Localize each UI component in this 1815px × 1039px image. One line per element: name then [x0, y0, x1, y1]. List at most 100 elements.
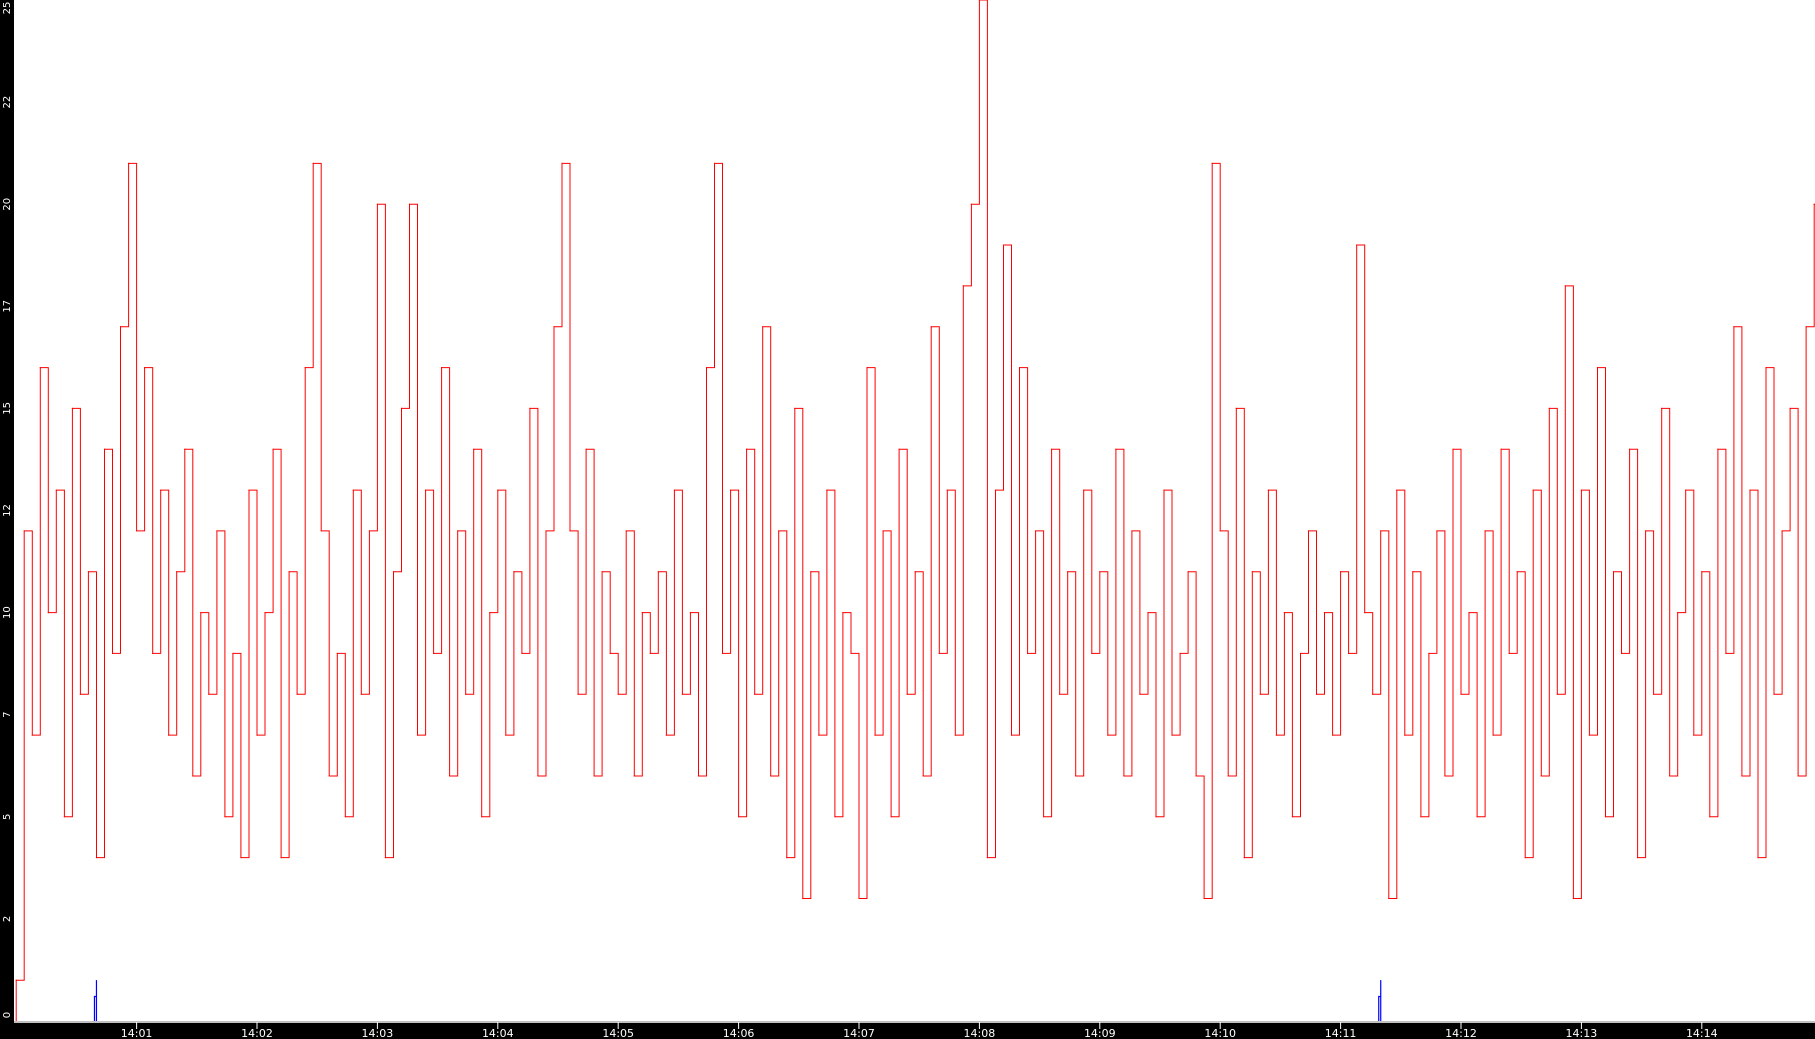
series-red-point [1034, 530, 1037, 532]
series-red-point [657, 571, 659, 573]
series-red-point [1187, 571, 1189, 573]
series-red-point [513, 571, 515, 573]
x-tick-label: 14:04 [482, 1027, 514, 1039]
x-tick-label: 14:09 [1084, 1027, 1116, 1039]
series-red-point [1340, 571, 1342, 573]
series-red-point [689, 612, 692, 614]
series-red-point [802, 897, 804, 900]
series-red-point [1203, 897, 1205, 900]
series-red-point [794, 407, 796, 409]
series-red-point [1725, 652, 1727, 655]
series-red-point [312, 162, 314, 164]
series-red-point [1444, 775, 1446, 777]
series-red-point [1275, 734, 1277, 736]
series-red-point [1757, 857, 1759, 859]
series-red-point [1484, 530, 1486, 532]
series-red-point [384, 857, 387, 859]
series-red-point [1596, 366, 1599, 369]
series-red-point [649, 652, 651, 655]
series-red-point [1789, 407, 1791, 409]
series-blue-spike [1378, 980, 1382, 1021]
series-red-point [416, 734, 419, 736]
series-red-point [593, 775, 595, 777]
series-red-point [1396, 489, 1398, 491]
series-red-point [585, 448, 587, 450]
series-red-point [400, 407, 403, 409]
series-red-point [103, 448, 106, 450]
series-blue-spike [93, 980, 98, 1021]
series-red-point [1420, 816, 1422, 818]
series-red-point [874, 734, 876, 736]
series-red-point [625, 530, 627, 532]
series-red-point [850, 652, 852, 655]
series-red-point [1717, 448, 1719, 450]
series-red-point [858, 897, 860, 900]
series-red-point [842, 612, 844, 614]
series-red-point [1356, 244, 1358, 246]
series-red-point [392, 571, 395, 573]
series-red-point [1805, 326, 1807, 328]
x-tick-label: 14:02 [241, 1027, 273, 1039]
series-red-point [1139, 693, 1141, 695]
series-red-point [1107, 734, 1109, 736]
series-red-point [1267, 489, 1269, 491]
series-red-point [39, 366, 41, 369]
series-red-point [1147, 612, 1149, 614]
series-red-point [665, 734, 667, 736]
x-tick-label: 14:05 [602, 1027, 634, 1039]
series-red-point [136, 530, 138, 532]
series-red-point [71, 407, 73, 409]
y-tick-label: 7 [2, 712, 13, 718]
series-red-point [1677, 612, 1679, 614]
series-red-point [489, 612, 491, 614]
series-red-point [818, 734, 820, 736]
series-red-point [1163, 489, 1165, 491]
series-red-point [264, 612, 266, 614]
series-red-point [176, 571, 178, 573]
series-red-point [200, 612, 202, 614]
series-red-point [1476, 816, 1478, 818]
series-red-point [288, 571, 290, 573]
series-red-point [360, 693, 362, 695]
series-red-point [1532, 489, 1534, 491]
series-red-point [617, 693, 619, 695]
series-red-point [882, 530, 884, 532]
series-red-point [1123, 775, 1125, 777]
series-red-point [1307, 530, 1310, 532]
series-red-point [1628, 448, 1631, 450]
series-red-point [906, 693, 908, 695]
series-red-point [1797, 775, 1799, 777]
y-tick-label: 10 [2, 606, 13, 619]
series-red-point [272, 448, 274, 450]
series-red-point [1492, 734, 1494, 736]
series-red-point [609, 652, 611, 655]
series-red-point [1524, 857, 1526, 859]
series-red-point [1500, 448, 1502, 450]
series-red-point [754, 693, 756, 695]
series-red-point [1669, 775, 1671, 777]
series-red-point [192, 775, 194, 777]
series-red-point [87, 571, 90, 573]
series-red-point [1131, 530, 1133, 532]
series-red-point [1733, 326, 1735, 328]
series-red-point [1067, 571, 1069, 573]
x-tick-label: 14:06 [723, 1027, 755, 1039]
series-red-point [521, 652, 523, 655]
series-red-point [1010, 734, 1013, 736]
series-red-point [23, 530, 25, 532]
series-red-point [553, 326, 555, 328]
series-red-point [1452, 448, 1454, 450]
series-red-point [1508, 652, 1510, 655]
series-red-point [673, 489, 675, 491]
series-red-point [1749, 489, 1751, 491]
series-red-point [1741, 775, 1743, 777]
series-red-point [938, 652, 940, 655]
series-red-point [119, 326, 122, 328]
series-red-point [1211, 162, 1213, 164]
series-red-point [1612, 571, 1615, 573]
series-red-point [457, 530, 459, 532]
series-red-point [1115, 448, 1117, 450]
series-red-point [1219, 530, 1221, 532]
series-red-point [601, 571, 603, 573]
series-red-point [1043, 816, 1045, 818]
